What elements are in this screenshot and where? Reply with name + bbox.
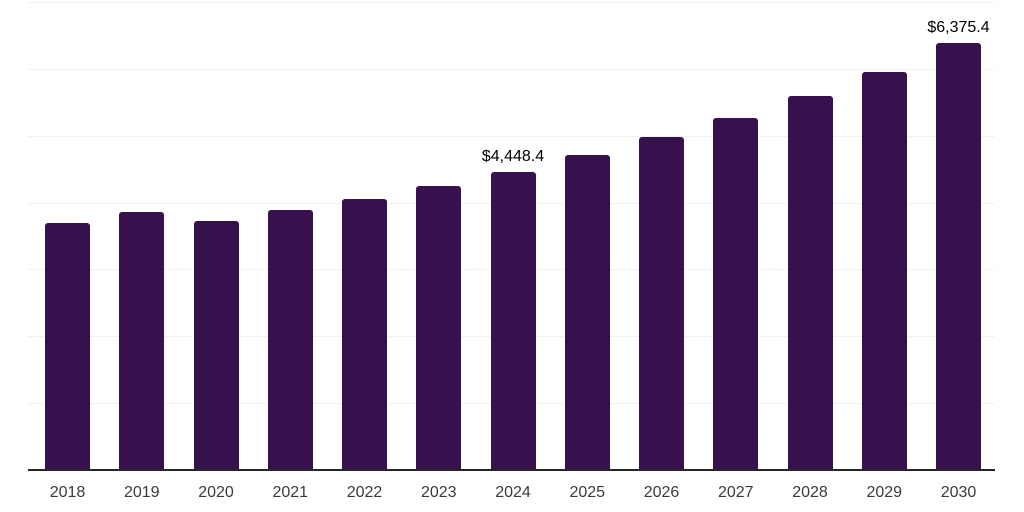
bar-2023 [416, 186, 462, 469]
x-axis-tick-label-2021: 2021 [272, 484, 309, 501]
x-axis-tick-label-2027: 2027 [717, 484, 754, 501]
bar-2020 [193, 220, 239, 469]
gridline [28, 69, 995, 70]
x-axis-tick-label-2029: 2029 [866, 484, 903, 501]
bar-2030 [936, 42, 981, 469]
bar-2019 [119, 211, 165, 469]
x-axis-tick-label-2024: 2024 [495, 484, 531, 501]
x-axis-tick-label-2020: 2020 [198, 484, 234, 501]
x-axis-tick-label-2022: 2022 [346, 484, 383, 501]
gridline [28, 136, 995, 137]
bar-2026 [639, 137, 684, 469]
bar-value-label-2024: $4,448.4 [481, 147, 545, 165]
x-axis-line [28, 469, 995, 471]
bar-2018 [45, 222, 90, 469]
bar-2021 [267, 209, 313, 469]
bar-value-label-2030: $6,375.4 [927, 18, 990, 36]
x-axis-tick-label-2019: 2019 [123, 484, 160, 501]
bar-2025 [564, 155, 610, 469]
x-axis-tick-label-2018: 2018 [49, 484, 86, 501]
x-axis-tick-label-2026: 2026 [643, 484, 680, 501]
bar-2024 [490, 171, 536, 469]
bar-2029 [861, 71, 907, 469]
bar-2022 [342, 198, 387, 469]
bar-2027 [713, 118, 759, 469]
x-axis-tick-label-2023: 2023 [420, 484, 457, 501]
x-axis-tick-label-2025: 2025 [569, 484, 606, 501]
x-axis-tick-label-2030: 2030 [940, 484, 977, 501]
x-axis-tick-label-2028: 2028 [792, 484, 828, 501]
bar-2028 [787, 96, 833, 469]
gridline [28, 2, 995, 3]
